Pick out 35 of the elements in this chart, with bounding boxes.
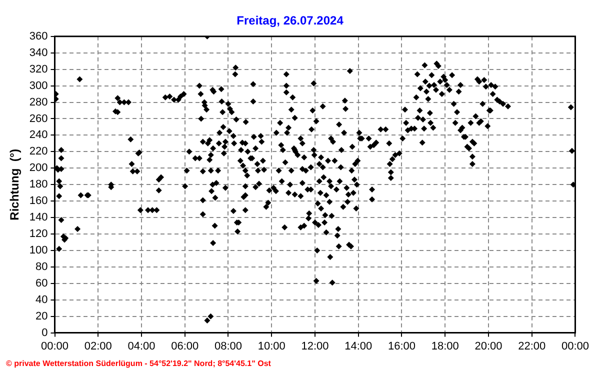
- x-tick-label: 06:00: [171, 340, 199, 352]
- y-tick-label: 60: [36, 277, 48, 290]
- y-tick-label: 320: [29, 63, 48, 76]
- y-tick-label: 360: [29, 30, 48, 42]
- x-tick-label: 18:00: [431, 340, 459, 352]
- y-tick-label: 0: [42, 326, 48, 339]
- y-tick-label: 100: [29, 244, 48, 256]
- y-tick-label: 140: [29, 212, 48, 224]
- y-tick-label: 220: [29, 146, 48, 158]
- y-tick-label: 40: [36, 294, 48, 306]
- y-tick-label: 120: [29, 228, 48, 240]
- y-axis-title: Richtung (°): [8, 148, 22, 220]
- x-tick-label: 16:00: [388, 340, 416, 352]
- y-tick-label: 160: [29, 195, 48, 208]
- y-tick-label: 300: [29, 80, 48, 92]
- x-tick-label: 22:00: [518, 340, 546, 352]
- y-tick-label: 340: [29, 46, 48, 59]
- x-tick-label: 20:00: [474, 340, 502, 352]
- x-tick-label: 08:00: [214, 340, 242, 352]
- y-tick-label: 20: [36, 310, 48, 322]
- y-tick-label: 200: [29, 162, 48, 174]
- y-tick-label: 280: [29, 96, 48, 108]
- x-tick-label: 02:00: [84, 340, 112, 352]
- x-tick-label: 00:00: [40, 340, 69, 352]
- text: © private Wetterstation Süderlügum - 54°52'19.2" Nord; 8°54'45.1" Ost: [6, 359, 272, 368]
- y-tick-label: 260: [29, 112, 48, 125]
- x-tick-label: 04:00: [128, 340, 156, 352]
- x-tick-label: 14:00: [344, 340, 372, 352]
- x-tick-label: 12:00: [301, 340, 329, 352]
- x-tick-label: 10:00: [258, 340, 286, 352]
- y-tick-label: 240: [29, 129, 48, 142]
- y-tick-label: 180: [29, 178, 48, 191]
- y-tick-label: 80: [36, 260, 48, 273]
- chart-title: Freitag, 26.07.2024: [236, 14, 344, 28]
- x-tick-label: 00:00: [561, 340, 589, 352]
